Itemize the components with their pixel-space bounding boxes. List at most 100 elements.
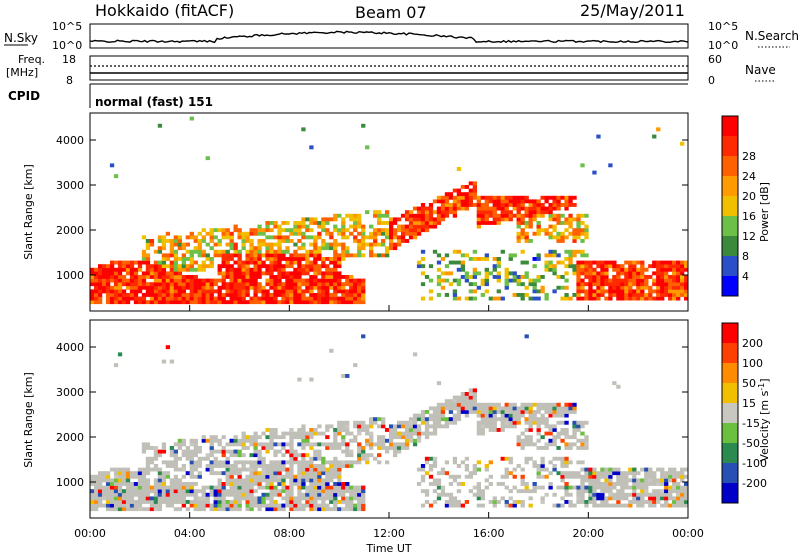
heatmap-cell	[90, 267, 95, 272]
heatmap-cell	[576, 485, 581, 490]
heatmap-cell	[484, 282, 489, 287]
heatmap-cell	[500, 249, 505, 254]
heatmap-cell	[656, 496, 661, 501]
heatmap-cell	[333, 467, 338, 472]
heatmap-cell	[504, 485, 509, 490]
heatmap-cell	[225, 289, 230, 294]
heatmap-cell	[552, 424, 557, 429]
heatmap-cell	[636, 492, 641, 497]
heatmap-cell	[608, 471, 613, 476]
heatmap-cell	[532, 282, 537, 287]
heatmap-cell	[133, 289, 139, 294]
heatmap-cell	[309, 282, 314, 287]
heatmap-cell	[213, 282, 218, 287]
heatmap-cell	[213, 300, 218, 305]
heatmap-cell	[105, 300, 111, 305]
heatmap-cell	[628, 275, 633, 279]
heatmap-cell	[193, 482, 198, 486]
heatmap-cell	[117, 507, 123, 512]
heatmap-cell	[472, 267, 478, 272]
heatmap-cell	[233, 460, 238, 465]
heatmap-cell	[93, 485, 99, 490]
heatmap-cell	[117, 267, 123, 272]
heatmap-cell	[309, 507, 314, 512]
heatmap-cell	[476, 206, 481, 211]
heatmap-cell	[121, 503, 127, 508]
heatmap-cell	[277, 264, 282, 269]
heatmap-cell	[201, 300, 206, 305]
heatmap-cell	[177, 507, 182, 512]
heatmap-cell	[121, 478, 127, 483]
heatmap-cell	[193, 246, 198, 251]
heatmap-cell	[656, 282, 661, 287]
heatmap-cell	[640, 282, 645, 287]
heatmap-cell	[153, 278, 159, 283]
heatmap-cell	[680, 278, 685, 283]
heatmap-cell	[337, 424, 342, 429]
heatmap-cell	[592, 282, 597, 287]
heatmap-cell	[345, 431, 350, 436]
heatmap-cell	[213, 449, 218, 454]
heatmap-cell	[229, 507, 234, 512]
heatmap-cell	[564, 431, 569, 436]
heatmap-cell	[333, 293, 338, 297]
heatmap-cell	[345, 503, 350, 508]
heatmap-cell	[245, 507, 250, 512]
heatmap-cell	[548, 406, 553, 411]
heatmap-cell	[620, 485, 625, 490]
heatmap-cell	[576, 474, 581, 479]
heatmap-cell	[197, 474, 202, 479]
heatmap-cell	[241, 496, 246, 501]
heatmap-cell	[277, 239, 282, 243]
heatmap-cell	[404, 442, 410, 447]
heatmap-cell	[416, 438, 422, 443]
heatmap-cell	[600, 267, 605, 272]
heatmap-cell	[317, 424, 322, 429]
heatmap-cell	[524, 293, 529, 297]
heatmap-cell	[416, 228, 422, 233]
heatmap-cell	[424, 228, 430, 233]
heatmap-cell	[568, 249, 573, 254]
heatmap-cell	[197, 464, 202, 468]
heatmap-cell	[149, 267, 155, 272]
heatmap-cell	[281, 282, 286, 287]
heatmap-cell	[165, 293, 171, 297]
heatmap-cell	[285, 442, 290, 447]
heatmap-cell	[428, 210, 434, 215]
heatmap-cell	[325, 271, 330, 276]
heatmap-cell	[169, 264, 175, 269]
heatmap-cell	[201, 253, 206, 258]
heatmap-cell	[552, 235, 557, 240]
heatmap-cell	[209, 293, 214, 297]
heatmap-cell	[564, 489, 569, 494]
heatmap-cell	[628, 296, 633, 301]
heatmap-cell	[265, 253, 270, 258]
heatmap-cell	[520, 199, 525, 204]
heatmap-cell	[233, 228, 238, 233]
heatmap-cell	[448, 195, 454, 200]
heatmap-cell	[333, 474, 338, 479]
heatmap-cell	[293, 449, 298, 454]
heatmap-cell	[253, 278, 258, 283]
heatmap-cell	[173, 249, 179, 254]
heatmap-cell	[504, 195, 509, 200]
heatmap-cell	[281, 264, 286, 269]
heatmap-cell	[476, 431, 481, 436]
heatmap-cell	[325, 257, 330, 261]
heatmap-cell	[265, 492, 270, 497]
heatmap-cell	[353, 278, 358, 283]
heatmap-cell	[544, 293, 549, 297]
heatmap-cell	[337, 228, 342, 233]
heatmap-cell	[672, 471, 677, 476]
heatmap-cell	[237, 282, 242, 287]
nsky-axes	[89, 23, 689, 49]
heatmap-cell	[229, 239, 234, 243]
heatmap-cell	[448, 282, 454, 287]
heatmap-cell	[341, 235, 346, 240]
heatmap-cell	[648, 492, 653, 497]
heatmap-cell	[444, 503, 450, 508]
heatmap-cell	[472, 289, 478, 294]
heatmap-cell	[293, 293, 298, 297]
heatmap-cell	[349, 213, 354, 218]
heatmap-cell	[353, 507, 358, 512]
